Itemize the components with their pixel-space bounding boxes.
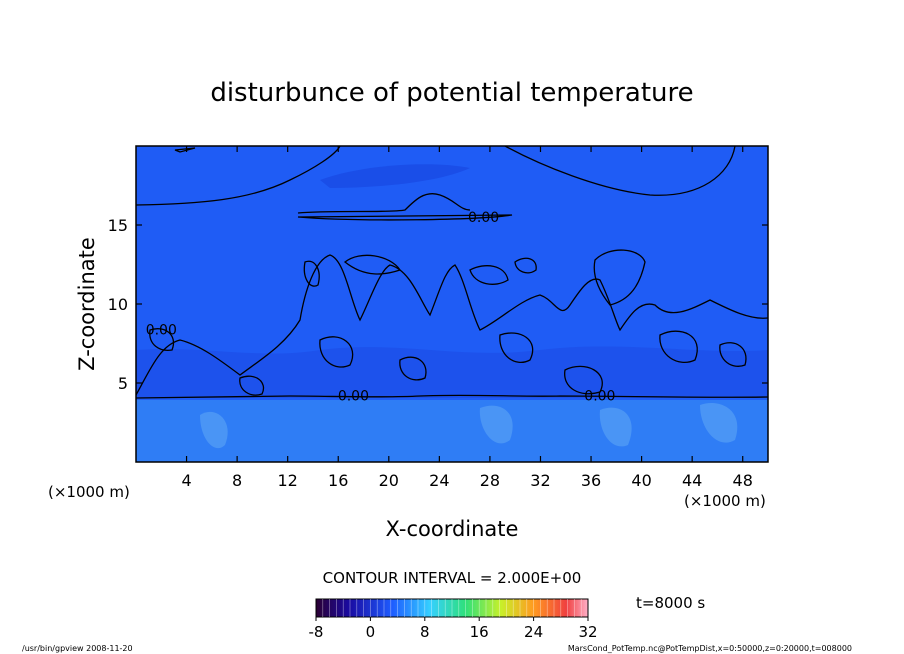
- contour-small-top: [174, 147, 196, 153]
- colorbar-tick-label: 32: [578, 623, 597, 641]
- footer-left: /usr/bin/gpview 2008-11-20: [22, 644, 133, 653]
- contour-lines: [136, 146, 768, 399]
- time-label: t=8000 s: [636, 594, 705, 612]
- contour-label: 0.00: [338, 389, 369, 405]
- colorbar-tick-label: 24: [524, 623, 543, 641]
- x-unit-left: (×1000 m): [48, 483, 130, 501]
- lower-patch: [479, 405, 513, 444]
- contour-cell: [499, 332, 534, 363]
- contour-cell: [343, 254, 402, 275]
- contour-cell: [149, 328, 175, 351]
- contour-cell: [319, 336, 354, 368]
- contour-upper-right: [504, 146, 736, 196]
- x-tick-label: 4: [181, 471, 191, 490]
- colorbar-tick-label: 8: [420, 623, 430, 641]
- plot-area: 0.00 0.00 0.00 0.00: [136, 146, 768, 462]
- contour-cell: [564, 365, 603, 395]
- upper-dark-band: [320, 164, 470, 188]
- x-tick-label: 24: [429, 471, 449, 490]
- x-axis-title: X-coordinate: [386, 517, 519, 541]
- y-axis-title: Z-coordinate: [75, 237, 99, 371]
- x-tick-label: 36: [581, 471, 601, 490]
- contour-zero-upper: [297, 193, 513, 221]
- lower-patch: [700, 403, 738, 443]
- contour-labels: 0.00 0.00 0.00 0.00: [146, 210, 616, 405]
- contour-label: 0.00: [584, 389, 615, 405]
- x-tick-label: 16: [328, 471, 348, 490]
- contour-interval-text: CONTOUR INTERVAL = 2.000E+00: [323, 569, 582, 587]
- colorbar-tick-label: 0: [366, 623, 376, 641]
- x-tick-label: 40: [631, 471, 651, 490]
- y-tick-label: 10: [108, 295, 128, 314]
- contour-lower-boundary: [136, 394, 768, 399]
- x-tick-label: 12: [278, 471, 298, 490]
- lower-layer: [136, 400, 768, 462]
- contour-cell: [399, 356, 427, 381]
- colorbar-tick-label: -8: [309, 623, 324, 641]
- contour-upper-left: [136, 146, 341, 206]
- colorbar-ticks: -8 0 8 16 24 32: [309, 617, 598, 641]
- y-tick-label: 5: [118, 374, 128, 393]
- contour-cell: [659, 330, 698, 363]
- colorbar-tick-label: 16: [470, 623, 489, 641]
- x-axis-ticks: 4 8 12 16 20 24 28 32 36 40 44 48: [181, 146, 753, 490]
- chart-title: disturbunce of potential temperature: [210, 78, 693, 108]
- contour-cell: [593, 249, 646, 306]
- footer-right: MarsCond_PotTemp.nc@PotTempDist,x=0:5000…: [568, 644, 852, 653]
- contour-cell: [239, 375, 265, 396]
- lower-patch: [599, 407, 632, 447]
- lower-patch: [200, 411, 228, 449]
- contour-cell: [303, 260, 320, 287]
- y-axis-ticks: 5 10 15: [108, 216, 768, 393]
- colorbar-segments: [322, 599, 582, 617]
- x-tick-label: 28: [480, 471, 500, 490]
- x-tick-label: 48: [733, 471, 753, 490]
- contour-label: 0.00: [468, 210, 499, 226]
- x-unit-right: (×1000 m): [684, 492, 766, 510]
- x-tick-label: 8: [232, 471, 242, 490]
- x-tick-label: 44: [682, 471, 702, 490]
- contour-convective: [136, 254, 768, 396]
- x-tick-label: 20: [379, 471, 399, 490]
- contour-cell: [719, 342, 747, 367]
- contour-cell: [514, 257, 537, 274]
- contour-cell: [469, 265, 509, 285]
- x-tick-label: 32: [530, 471, 550, 490]
- mid-dark-region: [136, 346, 768, 398]
- contour-label: 0.00: [146, 322, 177, 338]
- y-tick-label: 15: [108, 216, 128, 235]
